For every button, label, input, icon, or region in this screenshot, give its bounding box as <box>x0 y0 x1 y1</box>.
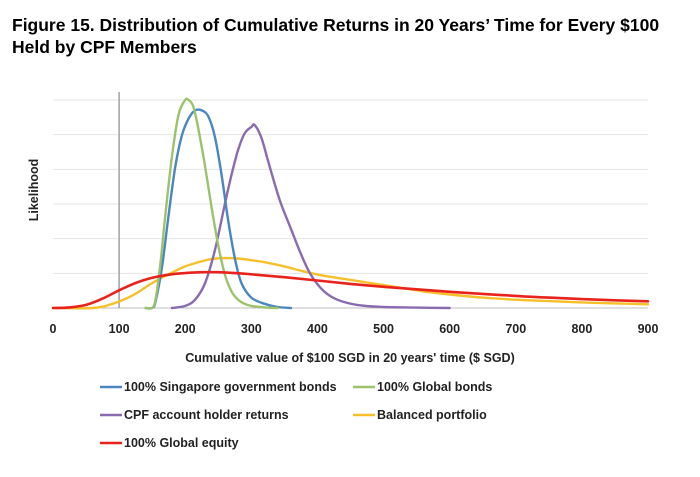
series-line-cpf-account-holder-returns <box>170 123 451 310</box>
series-lines <box>51 97 650 310</box>
series-line-100-global-equity <box>51 270 650 310</box>
x-tick-label: 400 <box>307 322 328 336</box>
legend-label: 100% Singapore government bonds <box>124 380 337 394</box>
x-tick-label: 600 <box>439 322 460 336</box>
gridlines <box>53 99 648 309</box>
x-tick-label: 700 <box>505 322 526 336</box>
x-tick-label: 0 <box>50 322 57 336</box>
legend-label: Balanced portfolio <box>377 408 487 422</box>
chart-title: Figure 15. Distribution of Cumulative Re… <box>12 14 692 58</box>
x-tick-label: 900 <box>638 322 659 336</box>
x-tick-labels: 0 100 200 300 400 500 600 700 800 900 <box>50 322 659 336</box>
chart-title-line-2: Held by CPF Members <box>12 37 197 57</box>
legend-label: CPF account holder returns <box>124 408 289 422</box>
legend-label: 100% Global equity <box>124 436 239 450</box>
series-line-100-global-bonds <box>144 97 279 310</box>
x-axis-label: Cumulative value of $100 SGD in 20 years… <box>185 351 515 365</box>
legend-label: 100% Global bonds <box>377 380 492 394</box>
x-tick-label: 300 <box>241 322 262 336</box>
y-axis-label: Likelihood <box>27 159 41 222</box>
series-line-100-singapore-government-bonds <box>144 108 293 310</box>
x-tick-label: 200 <box>175 322 196 336</box>
x-tick-label: 800 <box>571 322 592 336</box>
x-tick-label: 100 <box>109 322 130 336</box>
x-tick-label: 500 <box>373 322 394 336</box>
legend: 100% Singapore government bonds 100% Glob… <box>100 380 492 450</box>
chart-title-line-1: Figure 15. Distribution of Cumulative Re… <box>12 15 660 35</box>
